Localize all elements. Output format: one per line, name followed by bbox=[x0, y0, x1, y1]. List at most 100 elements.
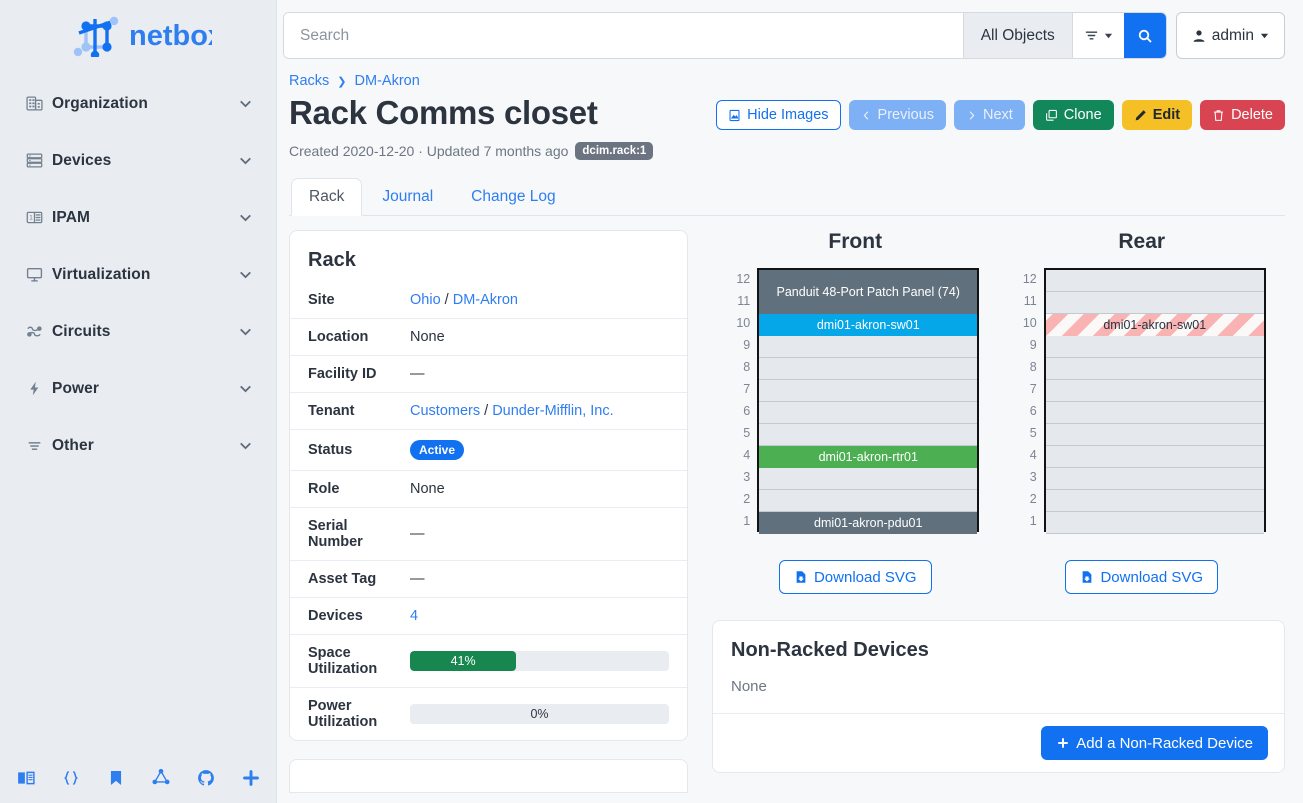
space-utilization-label-wrap: 41% bbox=[410, 651, 669, 671]
rack-unit-slot[interactable] bbox=[1045, 490, 1264, 513]
site-region-link[interactable]: Ohio bbox=[410, 292, 441, 309]
clone-button[interactable]: Clone bbox=[1032, 100, 1114, 130]
table-row: Location None bbox=[290, 318, 687, 356]
row-value-site: Ohio / DM-Akron bbox=[404, 282, 687, 319]
next-button[interactable]: Next bbox=[953, 100, 1025, 130]
site-link[interactable]: DM-Akron bbox=[452, 292, 518, 309]
rack-unit-slot[interactable] bbox=[1045, 402, 1264, 425]
sidebar-item-label: Other bbox=[52, 436, 94, 454]
bookmark-icon[interactable] bbox=[107, 769, 125, 787]
sidebar-item-power[interactable]: Power bbox=[0, 360, 276, 417]
row-value-power-utilization: 0% bbox=[404, 687, 687, 741]
delete-label: Delete bbox=[1231, 107, 1273, 123]
download-svg-rear-button[interactable]: Download SVG bbox=[1065, 560, 1219, 595]
row-value-location: None bbox=[404, 318, 687, 356]
chevron-down-icon bbox=[237, 209, 254, 226]
filter-dropdown-button[interactable] bbox=[1071, 13, 1124, 58]
table-row: Asset Tag — bbox=[290, 560, 687, 598]
sidebar-item-devices[interactable]: Devices bbox=[0, 132, 276, 189]
rack-frame: Panduit 48-Port Patch Panel (74) dmi01-ak… bbox=[757, 268, 980, 535]
rack-unit-slot[interactable] bbox=[759, 336, 978, 359]
sidebar-item-organization[interactable]: Organization bbox=[0, 75, 276, 132]
rack-unit-slot[interactable] bbox=[1045, 336, 1264, 359]
netbox-logo[interactable]: netbox bbox=[0, 0, 276, 75]
separator: / bbox=[484, 403, 493, 420]
rack-unit-number: 1 bbox=[743, 514, 751, 528]
rack-unit-number: 12 bbox=[1022, 272, 1037, 286]
devices-count-link[interactable]: 4 bbox=[410, 608, 419, 625]
previous-button[interactable]: Previous bbox=[848, 100, 946, 130]
rack-unit-slot[interactable] bbox=[1045, 512, 1264, 535]
rack-unit-slot[interactable] bbox=[1045, 424, 1264, 447]
braces-icon[interactable] bbox=[62, 769, 80, 787]
object-id-badge: dcim.rack:1 bbox=[575, 142, 654, 161]
rack-unit-number: 5 bbox=[1029, 426, 1037, 440]
slack-icon[interactable] bbox=[242, 769, 260, 787]
power-icon bbox=[26, 380, 52, 397]
table-row: Status Active bbox=[290, 429, 687, 471]
rack-unit-slot[interactable] bbox=[759, 380, 978, 403]
rack-device[interactable]: Panduit 48-Port Patch Panel (74) bbox=[759, 270, 978, 315]
row-value-asset-tag: — bbox=[404, 560, 687, 598]
tab-journal[interactable]: Journal bbox=[382, 188, 434, 206]
rack-device[interactable]: dmi01-akron-sw01 bbox=[759, 314, 978, 337]
object-scope-dropdown[interactable]: All Objects bbox=[962, 13, 1072, 58]
sidebar-item-ipam[interactable]: 1 IPAM bbox=[0, 189, 276, 246]
filter-icon bbox=[1084, 28, 1099, 43]
row-label: Status bbox=[290, 429, 404, 471]
rack-unit-slot[interactable] bbox=[1045, 358, 1264, 381]
row-label: Space Utilization bbox=[290, 634, 404, 688]
search-group: All Objects bbox=[283, 12, 1167, 59]
tab-change-log[interactable]: Change Log bbox=[471, 188, 556, 206]
rack-device[interactable]: dmi01-akron-sw01 bbox=[1045, 314, 1264, 337]
rack-unit-number: 1 bbox=[1029, 514, 1037, 528]
user-menu-button[interactable]: admin bbox=[1175, 12, 1285, 59]
tab-rack[interactable]: Rack bbox=[291, 178, 363, 217]
rack-device[interactable]: dmi01-akron-rtr01 bbox=[759, 446, 978, 469]
breadcrumb: Racks ❯ DM-Akron bbox=[283, 59, 1285, 93]
breadcrumb-separator-icon: ❯ bbox=[337, 75, 347, 88]
search-input[interactable] bbox=[284, 13, 963, 58]
chevron-left-icon bbox=[861, 110, 872, 121]
rack-unit-slot[interactable] bbox=[1045, 380, 1264, 403]
unit-number-column: 12 11 10 9 8 7 6 5 4 3 2 1 bbox=[731, 268, 757, 532]
download-svg-front-button[interactable]: Download SVG bbox=[778, 560, 932, 595]
graphql-icon[interactable] bbox=[151, 769, 170, 787]
rack-unit-slot[interactable] bbox=[759, 358, 978, 381]
download-svg-label: Download SVG bbox=[813, 568, 917, 586]
search-submit-button[interactable] bbox=[1123, 13, 1166, 58]
rack-unit-slot[interactable] bbox=[759, 424, 978, 447]
tenant-group-link[interactable]: Customers bbox=[410, 403, 481, 420]
sidebar-item-virtualization[interactable]: Virtualization bbox=[0, 246, 276, 303]
devices-icon bbox=[26, 152, 52, 169]
sidebar-item-circuits[interactable]: Circuits bbox=[0, 303, 276, 360]
breadcrumb-item-racks[interactable]: Racks bbox=[289, 73, 330, 89]
sidebar-item-other[interactable]: Other bbox=[0, 417, 276, 474]
rack-unit-number: 10 bbox=[736, 316, 751, 330]
github-icon[interactable] bbox=[197, 769, 215, 787]
chevron-down-icon bbox=[237, 380, 254, 397]
rack-unit-slot[interactable] bbox=[1045, 292, 1264, 315]
rack-unit-slot[interactable] bbox=[759, 490, 978, 513]
rack-unit-number: 9 bbox=[743, 338, 751, 352]
rack-unit-slot[interactable] bbox=[1045, 270, 1264, 293]
rack-unit-slot[interactable] bbox=[759, 468, 978, 491]
edit-button[interactable]: Edit bbox=[1121, 100, 1193, 130]
rack-unit-slot[interactable] bbox=[759, 402, 978, 425]
hide-images-button[interactable]: Hide Images bbox=[716, 100, 841, 130]
table-row: Space Utilization 41% bbox=[290, 634, 687, 688]
space-utilization-label: 41% bbox=[450, 654, 476, 669]
rack-unit-slot[interactable] bbox=[1045, 446, 1264, 469]
add-non-racked-device-button[interactable]: Add a Non-Racked Device bbox=[1041, 726, 1268, 761]
breadcrumb-item-site[interactable]: DM-Akron bbox=[354, 73, 420, 89]
rack-unit-number: 4 bbox=[743, 448, 751, 462]
table-row: Devices 4 bbox=[290, 597, 687, 635]
row-value-serial-number: — bbox=[404, 507, 687, 561]
rack-device[interactable]: dmi01-akron-pdu01 bbox=[759, 512, 978, 535]
rack-unit-slot[interactable] bbox=[1045, 468, 1264, 491]
book-icon[interactable] bbox=[17, 769, 35, 787]
delete-button[interactable]: Delete bbox=[1200, 100, 1285, 130]
tenant-link[interactable]: Dunder-Mifflin, Inc. bbox=[492, 403, 614, 420]
row-label: Tenant bbox=[290, 392, 404, 430]
row-label: Devices bbox=[290, 597, 404, 635]
